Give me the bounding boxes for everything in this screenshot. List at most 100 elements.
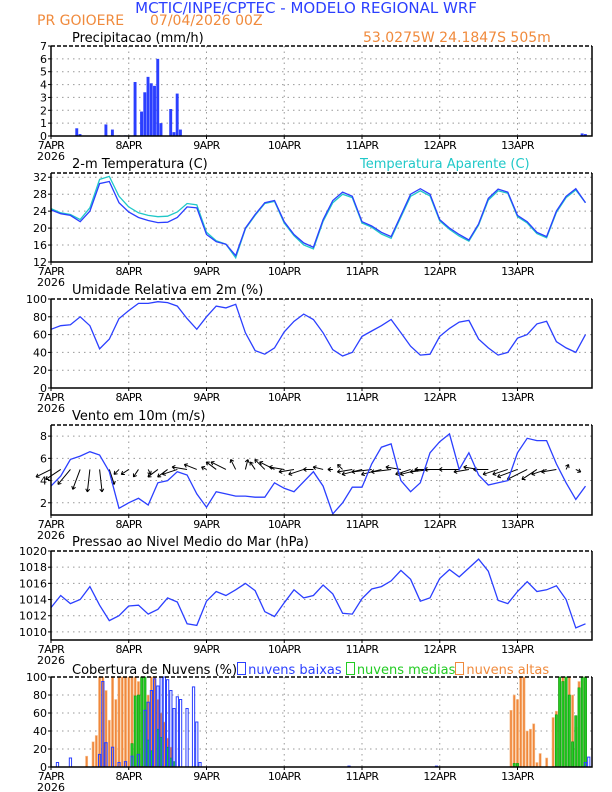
precip-bar [104, 124, 108, 136]
mid-cloud-bar [567, 694, 571, 768]
y-tick-label: 40 [33, 725, 47, 738]
x-tick-label: 7APR [38, 265, 65, 278]
y-tick-label: 4 [40, 79, 47, 92]
x-year-label: 2026 [37, 150, 65, 163]
high-cloud-bar [107, 719, 111, 768]
x-tick-label: 13APR [501, 518, 535, 531]
high-cloud-bar [85, 755, 89, 768]
x-tick-label: 12APR [423, 391, 457, 404]
high-cloud-bar [114, 699, 118, 768]
y-tick-label: 20 [33, 222, 47, 235]
wind-vector-arrow [370, 468, 392, 475]
temperature-title: 2-m Temperatura (C) [72, 157, 208, 172]
high-cloud-bar [519, 676, 523, 768]
precip-bar [149, 83, 153, 136]
wind-vector-arrow [99, 469, 105, 493]
legend-box-icon [455, 662, 465, 675]
x-tick-label: 12APR [423, 265, 457, 278]
wind-vector-arrow [71, 469, 81, 490]
mid-cloud-bar [558, 676, 562, 768]
wind-vector-arrow [147, 469, 152, 475]
x-tick-label: 9APR [193, 518, 220, 531]
y-tick-label: 1012 [19, 610, 47, 623]
precip-bar [75, 128, 79, 136]
high-cloud-bar [124, 676, 127, 768]
x-tick-label: 11APR [346, 391, 380, 404]
wind-vector-arrow [337, 463, 343, 470]
wind-vector-arrow [254, 458, 266, 470]
wind-vector-arrow [541, 468, 557, 474]
high-cloud-bar [94, 735, 98, 768]
x-tick-label: 9APR [193, 265, 220, 278]
y-tick-label: 6 [40, 53, 47, 66]
legend-mid-label: nuvens medias [356, 663, 456, 678]
wind-vector-arrow [35, 468, 52, 478]
wind-vector-arrow [244, 459, 250, 470]
wind-vector-arrow [161, 468, 178, 476]
plot-border [50, 425, 593, 516]
wind-vector-arrow [497, 468, 518, 479]
precip-bar [159, 123, 163, 136]
mid-cloud-bar [574, 715, 578, 768]
wind-vector-arrow [113, 469, 120, 475]
wind-vector-arrow [210, 461, 227, 470]
x-year-label: 2026 [37, 529, 65, 542]
y-tick-label: 28 [33, 188, 47, 201]
wind-vector-arrow [288, 468, 304, 476]
precip-bar [178, 129, 182, 136]
wind-vector-arrow [171, 465, 188, 470]
wind-vector-arrow [183, 463, 197, 470]
high-cloud-bar [512, 694, 516, 768]
y-tick-label: 24 [33, 205, 47, 218]
wind-vector-arrow [521, 469, 538, 480]
high-cloud-bar [545, 757, 549, 768]
x-tick-label: 10APR [268, 391, 302, 404]
precip-bar [169, 109, 173, 136]
x-tick-label: 9APR [193, 391, 220, 404]
x-tick-label: 8APR [116, 770, 143, 783]
high-cloud-bar [117, 676, 121, 768]
x-tick-label: 12APR [423, 139, 457, 152]
precip-bar [580, 133, 584, 136]
precip-bar [133, 82, 137, 136]
y-tick-label: 2 [40, 104, 47, 117]
x-tick-label: 12APR [423, 770, 457, 783]
wind-vector-arrow [249, 461, 256, 470]
wind-vector-arrow [57, 469, 71, 485]
wind-vector-arrow [229, 459, 237, 470]
x-tick-label: 9APR [193, 770, 220, 783]
wind-vector-arrow [259, 461, 275, 470]
precip-bar [146, 76, 150, 136]
station-location: 53.0275W 24.1847S 505m [363, 30, 551, 46]
wind-vector-arrow [327, 467, 333, 472]
y-tick-label: 1020 [19, 545, 47, 558]
precip-bar [583, 134, 587, 136]
wind-title: Vento em 10m (m/s) [72, 409, 206, 424]
mid-cloud-bar [133, 695, 137, 768]
x-tick-label: 10APR [268, 643, 302, 656]
high-cloud-bar [91, 741, 95, 768]
precip-bar [140, 111, 144, 136]
y-tick-label: 80 [33, 311, 47, 324]
precip-bar [153, 85, 156, 136]
wind-vector-arrow [395, 468, 411, 476]
mid-cloud-bar [554, 714, 558, 768]
high-cloud-bar [516, 699, 519, 768]
clouds-title: Cobertura de Nuvens (%) [72, 663, 238, 678]
humidity-title: Umidade Relativa em 2m (%) [72, 283, 264, 298]
y-tick-label: 8 [40, 430, 47, 443]
high-cloud-bar [120, 676, 124, 768]
x-tick-label: 12APR [423, 643, 457, 656]
plot-border [50, 46, 593, 137]
mid-cloud-bar [571, 741, 574, 768]
wind-series-line [50, 432, 587, 516]
y-tick-label: 100 [26, 671, 47, 684]
wind-vector-arrow [303, 467, 314, 472]
wind-vector-arrow [201, 466, 207, 471]
high-cloud-bar [538, 753, 542, 768]
clouds-title-legend: Cobertura de Nuvens (%) nuvens baixas nuv… [72, 662, 549, 677]
